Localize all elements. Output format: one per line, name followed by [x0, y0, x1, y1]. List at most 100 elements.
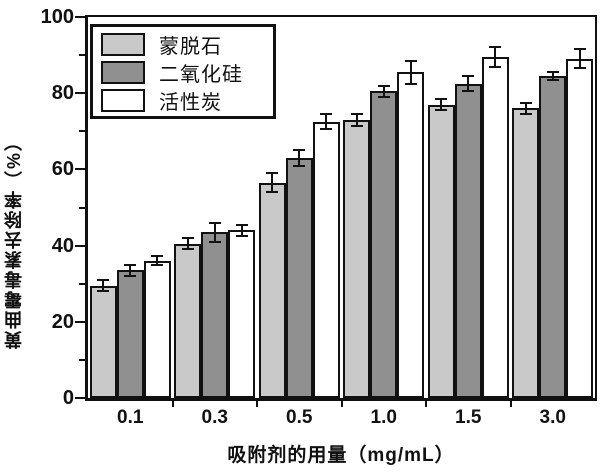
error-bar-line	[551, 72, 554, 80]
error-bar-cap-top	[404, 59, 417, 62]
error-bar-line	[409, 60, 412, 84]
x-tick-label: 0.5	[286, 407, 313, 428]
error-bar-cap-top	[462, 75, 475, 78]
bar	[397, 72, 425, 398]
error-bar-cap-top	[435, 97, 448, 100]
error-bar-cap-top	[208, 221, 221, 224]
x-minor-tick	[340, 401, 343, 407]
error-bar-cap-top	[97, 278, 110, 281]
legend-swatch	[101, 88, 145, 112]
error-bar-cap-bottom	[350, 124, 363, 127]
error-bar-cap-top	[519, 101, 532, 104]
error-bar-cap-bottom	[181, 248, 194, 251]
error-bar-line	[467, 76, 470, 92]
plot-area: 蒙脱石 二氧化硅 活性炭 0 20 40 60 80 100 0.1 0.3 0.5 1.0 1.5 3.…	[41, 6, 597, 428]
y-tick-label: 40	[51, 234, 74, 257]
error-bar-cap-top	[546, 71, 559, 74]
bar	[539, 76, 567, 398]
error-bar-cap-bottom	[151, 264, 164, 267]
error-bar-cap-bottom	[293, 164, 306, 167]
x-tick-label: 0.3	[201, 407, 228, 428]
error-bar-cap-top	[151, 255, 164, 258]
y-minor-tick	[79, 206, 85, 209]
error-bar-cap-bottom	[377, 96, 390, 98]
error-bar-cap-bottom	[546, 78, 559, 81]
error-bar-line	[578, 49, 581, 69]
x-minor-tick	[509, 401, 512, 407]
x-minor-tick	[171, 401, 174, 407]
y-minor-tick	[79, 358, 85, 361]
error-bar-line	[213, 222, 216, 242]
y-major-tick	[75, 16, 85, 18]
legend-swatch	[101, 32, 145, 56]
error-bar-cap-bottom	[97, 290, 110, 293]
error-bar-cap-bottom	[404, 82, 417, 85]
legend-swatch	[101, 60, 145, 84]
x-tick-label: 1.0	[370, 407, 397, 428]
y-axis-title: 黄曲霉毒素去除率（%）	[4, 131, 24, 350]
error-bar-cap-bottom	[208, 240, 221, 243]
y-major-tick	[75, 397, 85, 399]
error-bar-cap-bottom	[573, 67, 586, 70]
legend-row: 活性炭	[101, 86, 273, 114]
bar	[370, 91, 398, 398]
bar	[201, 232, 229, 398]
bar	[454, 83, 482, 398]
error-bar-cap-top	[350, 113, 363, 116]
legend-label: 蒙脱石	[159, 35, 222, 58]
y-tick-label: 80	[51, 82, 74, 105]
error-bar-line	[129, 264, 132, 277]
x-tick-label: 1.5	[455, 407, 482, 428]
error-bar-cap-bottom	[235, 235, 248, 238]
error-bar-line	[186, 237, 189, 250]
legend-row: 二氧化硅	[101, 58, 273, 86]
error-bar-line	[156, 256, 159, 266]
x-axis-title: 吸附剂的用量（mg/mL）	[227, 445, 455, 466]
error-bar-cap-bottom	[519, 113, 532, 116]
y-major-tick	[75, 168, 85, 171]
legend: 蒙脱石二氧化硅活性炭	[90, 24, 276, 119]
y-minor-tick	[79, 282, 85, 285]
y-minor-tick	[79, 130, 85, 133]
error-bar-cap-top	[235, 223, 248, 226]
error-bar-line	[298, 150, 301, 166]
y-major-tick	[75, 320, 85, 323]
error-bar-cap-top	[266, 172, 279, 175]
error-bar-cap-top	[377, 84, 390, 87]
error-bar-cap-bottom	[435, 109, 448, 112]
error-bar-cap-bottom	[462, 90, 475, 93]
bar	[143, 260, 171, 398]
y-tick-label: 20	[51, 310, 74, 333]
error-bar-cap-top	[293, 149, 306, 152]
error-bar-cap-top	[573, 48, 586, 51]
error-bar-line	[494, 47, 497, 67]
bar	[481, 57, 509, 398]
error-bar-line	[382, 85, 385, 97]
error-bar-cap-bottom	[320, 128, 333, 131]
bar	[89, 285, 117, 398]
y-tick-label: 60	[51, 158, 74, 181]
error-bar-line	[271, 173, 274, 193]
bar	[512, 108, 540, 398]
error-bar-line	[440, 98, 443, 111]
error-bar-cap-bottom	[124, 275, 137, 278]
bar	[312, 121, 340, 398]
error-bar-cap-top	[181, 236, 194, 239]
y-minor-tick	[79, 54, 85, 57]
error-bar-line	[524, 102, 527, 115]
legend-row: 蒙脱石	[101, 30, 273, 58]
error-bar-cap-bottom	[266, 191, 279, 194]
x-minor-tick	[256, 401, 258, 407]
bar	[343, 119, 371, 398]
error-bar-line	[325, 114, 328, 130]
y-major-tick	[75, 92, 85, 95]
error-bar-cap-top	[489, 46, 502, 49]
error-bar-line	[355, 114, 358, 126]
legend-label: 二氧化硅	[159, 63, 243, 86]
bar	[228, 230, 256, 398]
x-tick-label: 0.1	[117, 407, 144, 428]
legend-label: 活性炭	[159, 91, 222, 114]
bar	[566, 58, 594, 398]
error-bar-line	[240, 224, 243, 237]
